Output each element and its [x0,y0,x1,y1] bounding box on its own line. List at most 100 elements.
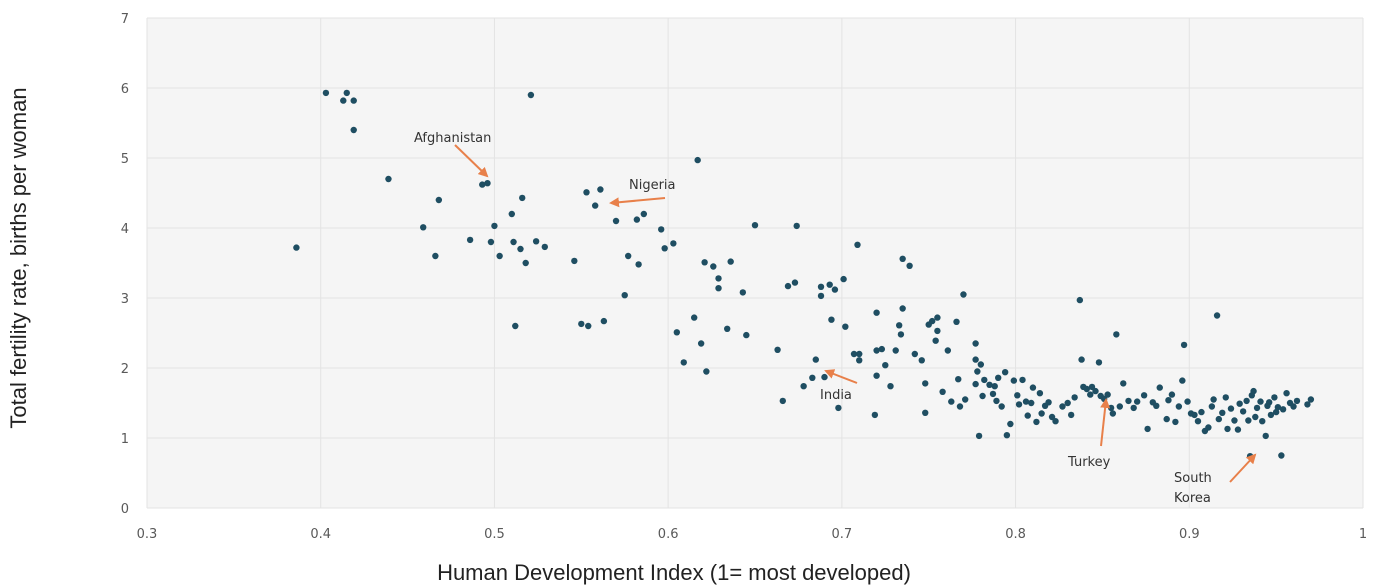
data-point [633,216,641,223]
data-point [1243,397,1250,405]
data-point [1092,387,1099,395]
data-point [1175,403,1183,410]
data-point [1274,404,1282,411]
data-point [955,376,962,383]
annotation-south-korea-line2: Korea [1174,491,1211,506]
data-point [694,156,701,164]
data-point [1168,391,1176,398]
data-point [887,383,894,390]
data-point [972,356,979,363]
annotation-nigeria: Nigeria [629,178,676,193]
data-point [895,322,903,329]
afghanistan-arrow [454,144,489,178]
data-point [1262,432,1269,440]
data-point [1144,425,1151,433]
x-tick-label: 0.8 [1005,527,1026,542]
data-point [715,275,722,282]
data-point [1215,415,1223,423]
data-point [680,359,687,366]
data-point [624,252,632,260]
data-point [466,236,474,244]
data-point [856,357,863,364]
data-point [842,323,849,330]
data-point [1265,399,1273,406]
data-point [661,245,668,252]
data-point [934,314,941,321]
data-point [1107,404,1115,412]
data-point [986,381,993,388]
data-point [922,409,929,416]
data-point [635,261,642,268]
data-point [1179,377,1186,384]
data-point [791,279,799,286]
data-point [817,283,825,290]
data-point [1272,408,1280,416]
data-point [527,91,535,99]
data-point [873,309,880,316]
data-point [826,281,833,288]
x-tick-label: 0.6 [658,527,679,542]
data-point [1205,424,1212,431]
data-point [934,327,941,335]
data-point [911,350,919,358]
nigeria-arrow [609,197,666,208]
data-point [906,262,913,269]
data-point [961,396,969,403]
data-point [1253,404,1261,412]
data-point [812,356,819,363]
data-point [828,316,835,323]
data-point [1015,401,1023,408]
y-tick-label: 6 [121,82,129,97]
data-point [856,350,863,358]
data-point [1234,426,1242,433]
data-point [1022,398,1030,405]
data-point [972,340,979,347]
data-point [673,329,681,336]
data-point [697,340,705,347]
data-point [670,240,677,247]
data-point [850,350,858,358]
data-point [597,186,604,193]
data-point [727,258,734,265]
data-point [1290,403,1297,410]
data-point [510,238,517,246]
data-point [821,373,828,381]
data-point [1095,359,1103,366]
data-point [972,380,979,388]
x-tick-label: 0.3 [137,527,158,542]
data-point [1304,401,1311,408]
data-point [1222,394,1229,401]
x-tick-label: 0.7 [832,527,853,542]
data-point [840,275,847,283]
data-point [1130,404,1137,412]
data-point [809,374,816,381]
data-point [1019,376,1026,384]
data-point [995,374,1002,381]
data-point [1224,425,1231,433]
data-point [522,259,529,267]
data-point [491,222,498,230]
data-point [532,238,540,245]
data-point [1250,387,1257,395]
data-point [657,226,665,233]
data-point [793,222,800,230]
data-point [1231,417,1238,424]
data-point [800,383,807,390]
data-point [1257,398,1264,405]
data-point [1165,397,1172,404]
data-point [583,189,590,196]
data-point [873,372,880,379]
data-point [1052,418,1059,425]
data-point [621,292,628,299]
data-point [1059,403,1066,410]
data-point [640,210,648,218]
data-point [1210,396,1217,403]
data-point [1087,391,1094,398]
data-point [385,175,392,183]
data-point [922,380,929,387]
data-point [1116,403,1124,410]
data-point [989,390,997,398]
data-point [899,255,906,262]
data-point [892,347,899,354]
data-point [479,181,486,188]
